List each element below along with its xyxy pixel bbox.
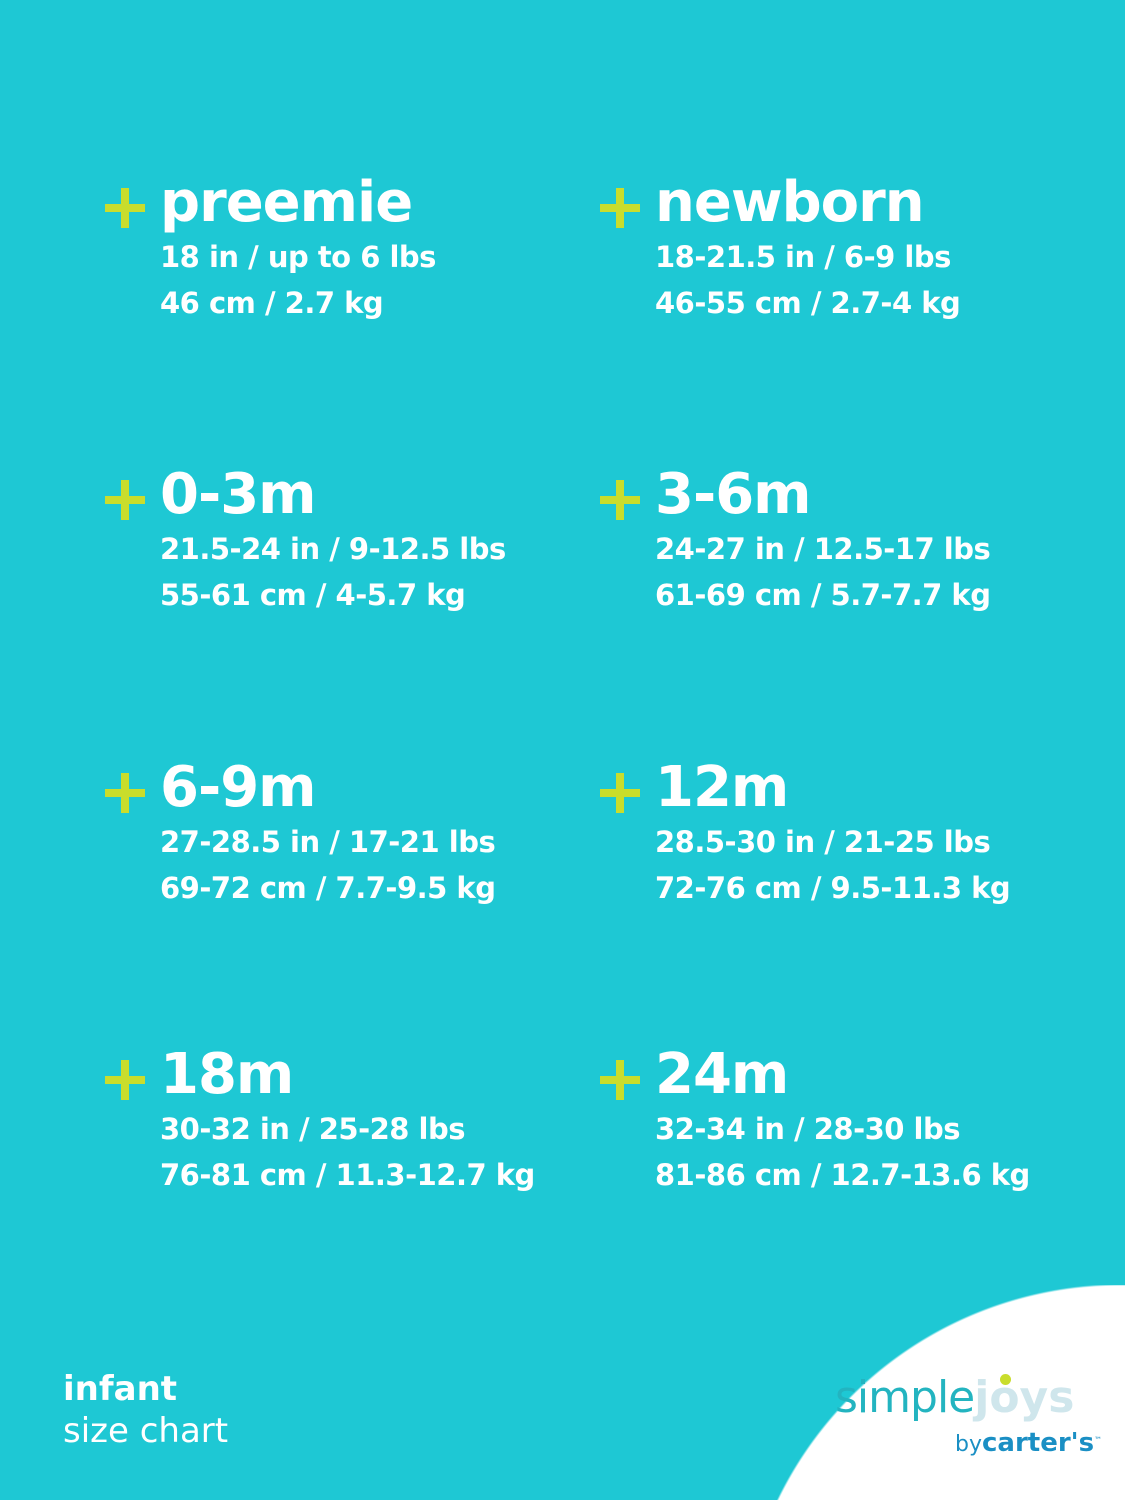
- size-name: 6-9m: [160, 755, 317, 820]
- size-metric: 46-55 cm / 2.7-4 kg: [655, 286, 961, 320]
- logo-by-carters: bycarter's™: [955, 1428, 1102, 1458]
- plus-icon: [600, 1060, 640, 1100]
- simple-joys-logo: simple joys bycarter's™: [835, 1372, 1105, 1458]
- size-metric: 81-86 cm / 12.7-13.6 kg: [655, 1158, 1030, 1192]
- size-imperial: 18 in / up to 6 lbs: [160, 240, 436, 274]
- size-metric: 72-76 cm / 9.5-11.3 kg: [655, 871, 1011, 905]
- size-name: 3-6m: [655, 462, 812, 527]
- size-imperial: 27-28.5 in / 17-21 lbs: [160, 825, 496, 859]
- plus-icon: [105, 1060, 145, 1100]
- size-name: 24m: [655, 1042, 789, 1107]
- size-imperial: 18-21.5 in / 6-9 lbs: [655, 240, 951, 274]
- size-name: 12m: [655, 755, 789, 820]
- caption-size-chart: size chart: [63, 1411, 229, 1451]
- size-imperial: 30-32 in / 25-28 lbs: [160, 1112, 466, 1146]
- logo-brand: carter's: [981, 1428, 1095, 1458]
- plus-icon: [105, 773, 145, 813]
- size-name: newborn: [655, 170, 925, 235]
- size-name: 0-3m: [160, 462, 317, 527]
- logo-simple: simple: [835, 1372, 975, 1423]
- size-name: 18m: [160, 1042, 294, 1107]
- plus-icon: [105, 188, 145, 228]
- plus-icon: [600, 773, 640, 813]
- size-imperial: 28.5-30 in / 21-25 lbs: [655, 825, 991, 859]
- plus-icon: [600, 480, 640, 520]
- size-metric: 69-72 cm / 7.7-9.5 kg: [160, 871, 496, 905]
- logo-dot: [1000, 1374, 1012, 1385]
- chart-caption: infant size chart: [63, 1368, 228, 1452]
- plus-icon: [600, 188, 640, 228]
- size-metric: 61-69 cm / 5.7-7.7 kg: [655, 578, 991, 612]
- logo-tm: ™: [1094, 1435, 1103, 1445]
- size-metric: 76-81 cm / 11.3-12.7 kg: [160, 1158, 535, 1192]
- size-metric: 55-61 cm / 4-5.7 kg: [160, 578, 466, 612]
- logo-joys-text: joys: [974, 1372, 1075, 1423]
- logo-background: [740, 1285, 1125, 1500]
- size-imperial: 24-27 in / 12.5-17 lbs: [655, 532, 991, 566]
- size-imperial: 21.5-24 in / 9-12.5 lbs: [160, 532, 506, 566]
- logo-joys: joys: [974, 1372, 1074, 1423]
- size-name: preemie: [160, 170, 413, 235]
- caption-infant: infant: [63, 1369, 178, 1409]
- size-metric: 46 cm / 2.7 kg: [160, 286, 384, 320]
- logo-by: by: [955, 1432, 982, 1457]
- size-imperial: 32-34 in / 28-30 lbs: [655, 1112, 961, 1146]
- plus-icon: [105, 480, 145, 520]
